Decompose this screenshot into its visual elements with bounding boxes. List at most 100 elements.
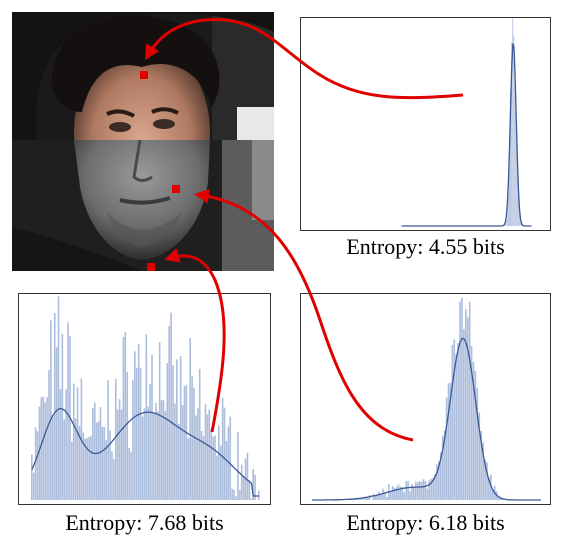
histogram-bar — [65, 389, 67, 500]
histogram-bar — [132, 380, 134, 500]
histogram-bar — [422, 479, 425, 500]
histogram-bar — [465, 308, 467, 500]
histogram-bar — [424, 481, 427, 500]
histogram-bar — [160, 400, 163, 500]
histogram-bar — [476, 388, 479, 500]
histogram-bar — [158, 342, 161, 500]
histogram-bar — [229, 416, 232, 500]
histogram-bar — [466, 317, 469, 500]
histogram-bar — [118, 399, 121, 500]
histogram-bar — [31, 454, 33, 500]
histogram-bar — [486, 462, 488, 500]
histogram-bar — [93, 402, 96, 500]
histogram-bar — [491, 489, 494, 500]
histogram-bar — [74, 418, 77, 500]
histogram-bar — [63, 419, 66, 500]
histogram-bar — [208, 409, 211, 500]
histogram-bar — [114, 379, 117, 500]
histogram-bar — [239, 489, 241, 500]
histogram-bar — [181, 405, 184, 500]
histogram-bar — [389, 491, 392, 500]
histogram-bar — [86, 437, 88, 500]
histogram-bar — [447, 383, 450, 500]
histogram-bar — [488, 477, 490, 500]
histogram-bar — [185, 384, 188, 500]
histogram-bar — [50, 320, 52, 500]
histogram-bar — [57, 296, 60, 500]
histogram-bar — [401, 486, 404, 500]
histogram-bar — [362, 497, 365, 500]
histogram-bar — [513, 35, 515, 227]
histogram-bar — [235, 496, 237, 500]
histogram-bar — [510, 89, 511, 226]
histogram-bar — [141, 416, 144, 500]
histogram-bar — [445, 397, 448, 500]
histogram-bar — [472, 361, 475, 500]
histogram-bar — [507, 174, 509, 226]
histogram-bar — [40, 397, 43, 500]
histogram-bar — [461, 297, 463, 500]
histogram-bar — [55, 347, 58, 500]
entropy-caption-bottom-right: Entropy: 6.18 bits — [346, 510, 505, 535]
histogram-bar — [405, 481, 407, 500]
histogram-bar — [164, 410, 167, 500]
histogram-bar — [443, 430, 446, 500]
histogram-bar — [200, 430, 203, 500]
histogram-bar — [216, 455, 218, 500]
histogram-bar — [113, 459, 115, 500]
histogram-panel-top-right — [300, 17, 551, 231]
histogram-bar — [197, 408, 199, 500]
histogram-bar — [46, 397, 48, 500]
histogram-bar — [219, 445, 222, 500]
histogram-bar — [195, 415, 197, 500]
face-image — [12, 12, 274, 271]
density-curve — [31, 407, 259, 497]
histogram-chart-top-right — [401, 18, 532, 227]
histogram-bar — [59, 389, 62, 500]
histogram-bar — [38, 406, 41, 500]
histogram-bar — [517, 182, 519, 226]
histogram-bar — [432, 477, 434, 500]
histogram-bar — [151, 355, 153, 500]
histogram-bar — [441, 435, 444, 500]
histogram-bar — [463, 328, 465, 500]
histogram-bar — [71, 441, 73, 500]
histogram-bar — [426, 488, 429, 500]
histogram-bar — [101, 426, 104, 500]
histogram-bar — [515, 100, 517, 226]
histogram-bar — [53, 312, 56, 500]
histogram-bar — [187, 438, 190, 500]
histogram-bar — [174, 403, 176, 500]
histogram-bar — [103, 427, 106, 500]
histogram-bar — [36, 431, 39, 500]
histogram-bar — [193, 387, 195, 500]
histogram-bar — [135, 367, 138, 500]
histogram-bar — [134, 351, 136, 500]
histogram-bar — [368, 495, 371, 500]
histogram-bar — [386, 496, 388, 500]
histogram-bar — [177, 423, 180, 500]
histogram-bar — [128, 447, 130, 500]
histogram-bar — [44, 402, 46, 500]
histogram-bar — [202, 436, 205, 500]
histogram-bar — [409, 490, 411, 500]
histogram-bar — [506, 198, 508, 226]
histogram-bar — [505, 217, 507, 226]
histogram-bar — [170, 312, 172, 500]
histogram-bar — [512, 18, 514, 226]
histogram-bar — [176, 359, 178, 500]
histogram-bar — [457, 343, 459, 500]
histogram-bar — [403, 492, 406, 500]
histogram-bar — [162, 400, 165, 500]
histogram-bar — [111, 451, 113, 500]
histogram-bar — [76, 387, 79, 500]
histogram-bar — [124, 331, 127, 500]
histogram-bar — [480, 430, 483, 500]
histogram-bar — [145, 334, 148, 500]
histogram-bar — [105, 440, 108, 500]
histogram-bar — [374, 495, 377, 500]
histogram-bar — [95, 422, 98, 500]
histogram-bar — [519, 218, 521, 226]
histogram-bar — [84, 438, 87, 500]
histogram-bar — [48, 370, 50, 500]
